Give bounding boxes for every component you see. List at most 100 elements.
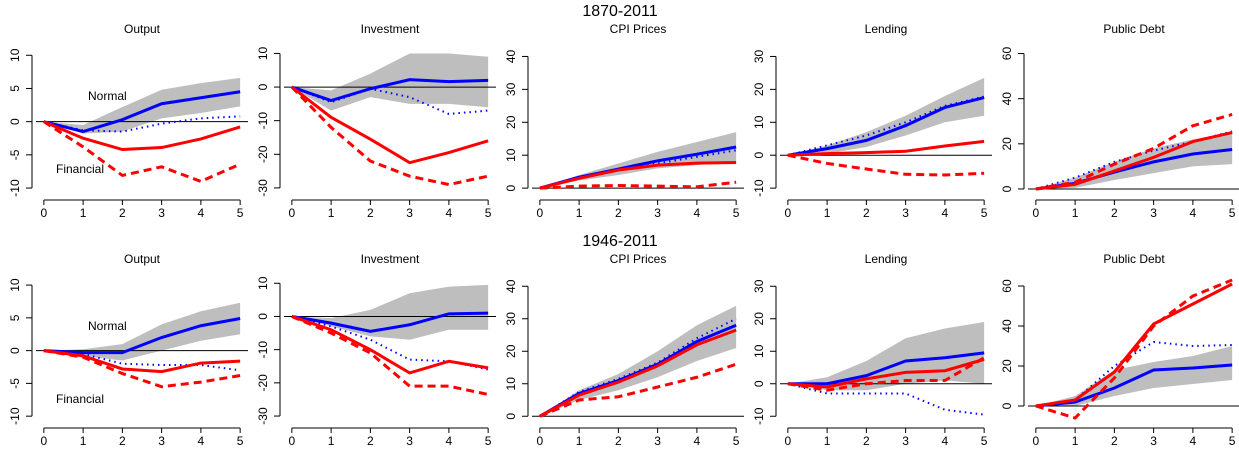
series-line — [43, 349, 241, 389]
x-tick-label: 4 — [694, 434, 701, 448]
x-tick-label: 3 — [654, 434, 661, 448]
y-tick-label: 40 — [504, 49, 518, 63]
y-tick-label: -30 — [256, 407, 270, 425]
annotation: Normal — [88, 89, 127, 103]
series-line — [787, 96, 985, 157]
y-tick-label: 5 — [8, 314, 22, 321]
y-tick-label: 10 — [752, 344, 766, 358]
x-tick-label: 4 — [446, 206, 453, 220]
section-title: 1870-2011 — [582, 3, 657, 20]
y-tick-label: 10 — [504, 148, 518, 162]
y-tick-label: -10 — [8, 179, 22, 197]
x-tick-label: 4 — [1190, 434, 1197, 448]
series-line — [43, 120, 241, 152]
y-tick-label: 20 — [504, 344, 518, 358]
panel-title: Output — [124, 252, 161, 266]
y-tick-label: -10 — [752, 407, 766, 425]
y-tick-label: 60 — [1000, 279, 1014, 293]
panel-title: Investment — [361, 22, 420, 36]
y-tick-label: 0 — [256, 313, 270, 320]
x-tick-label: 1 — [1072, 206, 1079, 220]
confidence-band — [43, 302, 241, 361]
series-line — [787, 382, 985, 416]
x-tick-label: 1 — [824, 434, 831, 448]
x-tick-label: 1 — [328, 206, 335, 220]
series-line — [787, 357, 985, 389]
series-line — [291, 315, 489, 375]
x-tick-label: 0 — [785, 434, 792, 448]
series-line — [43, 317, 241, 355]
y-tick-label: -20 — [256, 374, 270, 392]
y-tick-label: -10 — [256, 112, 270, 130]
series-line — [43, 115, 241, 133]
y-tick-label: 0 — [1000, 185, 1014, 192]
x-tick-label: 5 — [733, 206, 740, 220]
panel-title: Investment — [361, 252, 420, 266]
x-tick-label: 0 — [289, 206, 296, 220]
x-tick-label: 0 — [785, 206, 792, 220]
series-line — [787, 95, 985, 157]
panel-title: Public Debt — [1103, 22, 1165, 36]
x-tick-label: 2 — [615, 434, 622, 448]
x-tick-label: 1 — [576, 206, 583, 220]
y-tick-label: 40 — [1000, 319, 1014, 333]
series-line — [291, 315, 489, 396]
confidence-band — [1035, 132, 1233, 189]
y-tick-label: 10 — [256, 46, 270, 60]
x-tick-label: 1 — [328, 434, 335, 448]
y-tick-label: 20 — [1000, 137, 1014, 151]
y-tick-label: 10 — [8, 48, 22, 62]
x-tick-label: 4 — [198, 434, 205, 448]
x-tick-label: 0 — [289, 434, 296, 448]
x-tick-label: 2 — [863, 206, 870, 220]
y-tick-label: 0 — [8, 347, 22, 354]
x-tick-label: 1 — [824, 206, 831, 220]
x-tick-label: 3 — [902, 206, 909, 220]
confidence-band — [1035, 346, 1233, 406]
series-line — [539, 328, 737, 418]
x-tick-label: 2 — [863, 434, 870, 448]
panel-title: Output — [124, 22, 161, 36]
x-tick-label: 3 — [158, 434, 165, 448]
y-tick-label: 30 — [752, 49, 766, 63]
x-tick-label: 3 — [902, 434, 909, 448]
confidence-band — [539, 305, 737, 417]
y-tick-label: 40 — [504, 279, 518, 293]
x-tick-label: 2 — [119, 434, 126, 448]
y-tick-label: -10 — [752, 179, 766, 197]
panel-title: Lending — [865, 22, 908, 36]
x-tick-label: 0 — [1033, 206, 1040, 220]
annotation: Normal — [88, 319, 127, 333]
y-tick-label: 5 — [8, 85, 22, 92]
y-tick-label: 0 — [1000, 402, 1014, 409]
y-tick-label: -20 — [256, 145, 270, 163]
series-line — [291, 311, 489, 333]
x-tick-label: 5 — [1229, 434, 1236, 448]
y-tick-label: 10 — [256, 276, 270, 290]
x-tick-label: 3 — [158, 206, 165, 220]
y-tick-label: 20 — [1000, 359, 1014, 373]
x-tick-label: 4 — [694, 206, 701, 220]
y-tick-label: -10 — [8, 407, 22, 425]
x-tick-label: 5 — [981, 206, 988, 220]
x-tick-label: 5 — [1229, 206, 1236, 220]
series-line — [1035, 282, 1233, 408]
y-tick-label: 20 — [752, 82, 766, 96]
y-tick-label: 0 — [752, 380, 766, 387]
y-tick-label: 10 — [8, 278, 22, 292]
x-tick-label: 2 — [1111, 434, 1118, 448]
series-line — [43, 120, 241, 184]
x-tick-label: 1 — [80, 206, 87, 220]
x-tick-label: 1 — [80, 434, 87, 448]
series-line — [539, 362, 737, 418]
annotation: Financial — [56, 162, 104, 176]
y-tick-label: 0 — [504, 184, 518, 191]
x-tick-label: 4 — [942, 206, 949, 220]
x-tick-label: 4 — [198, 206, 205, 220]
y-tick-label: 0 — [256, 83, 270, 90]
x-tick-label: 5 — [237, 206, 244, 220]
series-line — [539, 317, 737, 418]
panel-title: CPI Prices — [610, 252, 667, 266]
x-tick-label: 2 — [367, 206, 374, 220]
series-line — [291, 78, 489, 103]
